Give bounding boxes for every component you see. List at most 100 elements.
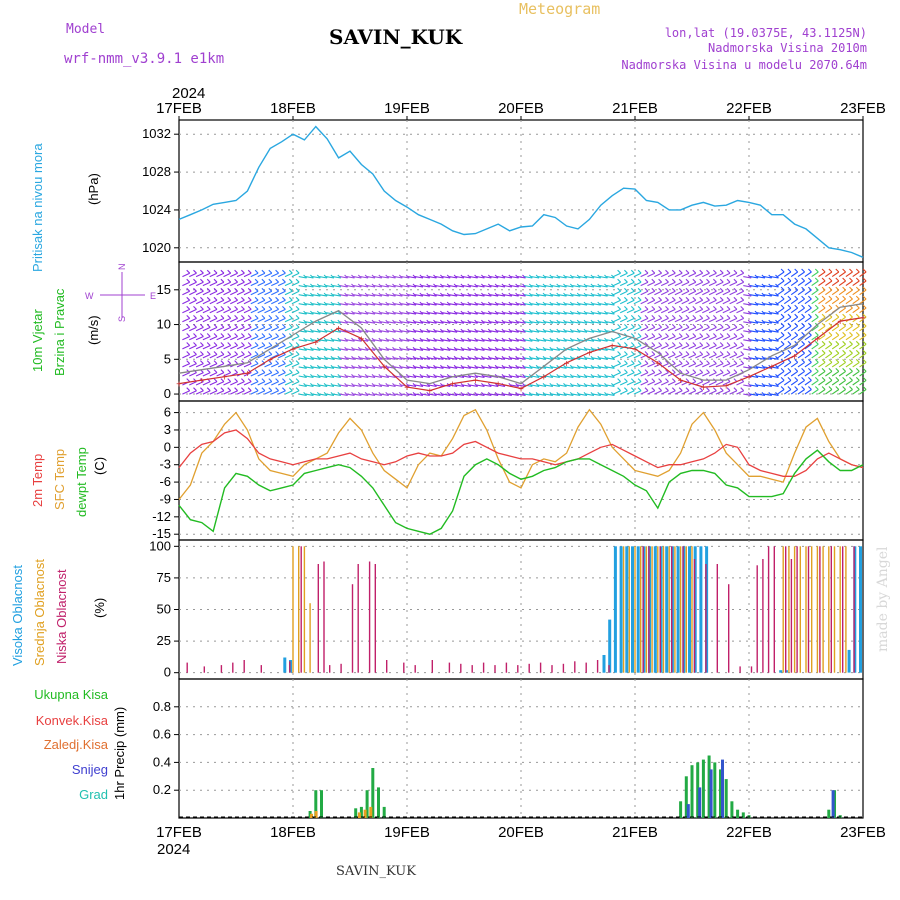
wind-barb — [585, 321, 594, 324]
wind-barb-flag — [501, 292, 506, 297]
wind-barb-flag — [220, 360, 225, 364]
wind-barb — [845, 370, 853, 377]
wind-barb-flag — [487, 274, 492, 279]
wind-barb — [449, 276, 458, 279]
wind-barb-flag — [828, 322, 833, 327]
wind-barb-flag — [357, 337, 362, 342]
wind-barb-flag — [501, 283, 506, 288]
wind-barb — [845, 352, 853, 359]
wind-barb-flag — [794, 322, 799, 327]
wind-barb-flag — [412, 337, 417, 342]
wind-barb-flag — [835, 304, 840, 309]
wind-barb-flag — [515, 337, 519, 342]
wind-barb-flag — [835, 386, 840, 390]
wind-barb-flag — [481, 337, 485, 342]
wind-barb-flag — [787, 322, 792, 327]
wind-barb-flag — [617, 287, 621, 292]
wind-barb — [380, 357, 389, 360]
wind-barb-flag — [344, 355, 348, 360]
cloud-bar-high — [676, 546, 680, 673]
wind-barb — [859, 298, 867, 305]
wind-barb — [373, 384, 382, 387]
wind-barb — [408, 285, 417, 288]
wind-barb — [250, 326, 259, 332]
wind-barb-flag — [330, 383, 335, 387]
wind-barb-flag — [440, 310, 444, 315]
wind-barb-flag — [542, 383, 547, 387]
wind-barb-flag — [542, 328, 547, 333]
wind-barb — [367, 375, 376, 378]
wind-barb — [305, 303, 314, 306]
wind-barb-flag — [494, 292, 499, 297]
wind-barb — [373, 294, 382, 297]
wind-barb-flag — [713, 351, 717, 355]
wind-barb — [230, 281, 238, 287]
wind-barb — [414, 321, 423, 324]
wind-barb-flag — [247, 306, 252, 310]
wind-barb — [777, 298, 785, 305]
precip-bar — [724, 779, 728, 818]
wind-barb-flag — [821, 359, 826, 363]
wind-barb-flag — [295, 315, 300, 319]
wind-barb-flag — [412, 310, 417, 315]
wind-barb — [250, 272, 259, 278]
wind-barb-flag — [624, 296, 628, 301]
wind-barb-flag — [740, 296, 745, 301]
wind-barb — [476, 348, 485, 351]
wind-barb-flag — [761, 383, 766, 387]
wind-barb-flag — [522, 310, 526, 315]
wind-barb — [654, 308, 662, 314]
wind-barb — [729, 345, 738, 350]
wind-barb-flag — [234, 315, 238, 319]
wind-barb-flag — [644, 333, 649, 337]
wind-barb — [401, 312, 410, 315]
wind-barb — [750, 276, 759, 279]
wind-barb-flag — [775, 337, 779, 342]
wind-barb-flag — [234, 360, 238, 364]
wind-barb — [790, 389, 799, 395]
wind-barb-flag — [644, 269, 649, 274]
wind-barb — [326, 321, 334, 324]
wind-barb-flag — [651, 278, 656, 283]
wind-barb-flag — [247, 387, 252, 392]
wind-barb — [558, 276, 567, 279]
wind-barb-flag — [460, 283, 465, 288]
wind-barb-flag — [630, 278, 635, 283]
wind-barb — [783, 334, 792, 341]
wind-barb-flag — [433, 283, 437, 288]
wind-barb — [421, 312, 430, 315]
wind-barb — [647, 299, 656, 305]
wind-barb — [264, 335, 273, 341]
wind-barb-flag — [186, 360, 191, 364]
wind-barb-flag — [528, 319, 533, 324]
wind-barb — [360, 393, 369, 396]
wind-barb-flag — [247, 333, 252, 337]
wind-barb — [346, 348, 355, 351]
wind-barb-flag — [617, 269, 621, 274]
wind-barb — [202, 381, 211, 386]
wind-barb — [250, 281, 259, 287]
wind-barb-flag — [508, 274, 513, 279]
wind-barb-flag — [604, 383, 608, 387]
wind-barb — [695, 308, 703, 314]
wind-barb-flag — [426, 319, 431, 324]
wind-barb — [845, 298, 853, 305]
wind-barb — [223, 317, 231, 323]
wind-barb — [428, 366, 437, 369]
wind-barb-flag — [419, 328, 424, 333]
wind-barb — [606, 366, 615, 369]
wind-barb-flag — [569, 383, 574, 387]
wind-barb — [599, 312, 608, 315]
wind-barb-flag — [821, 322, 826, 327]
wind-barb — [715, 363, 724, 368]
wind-barb — [538, 330, 547, 333]
wind-barb-flag — [787, 268, 792, 273]
wind-barb-flag — [501, 374, 506, 378]
wind-barb-flag — [617, 351, 621, 355]
wind-barb — [770, 366, 779, 369]
wind-barb — [428, 339, 437, 342]
wind-barb — [387, 339, 396, 342]
wind-barb — [319, 330, 328, 333]
wind-barb — [715, 308, 724, 314]
precip-bar — [679, 801, 683, 818]
